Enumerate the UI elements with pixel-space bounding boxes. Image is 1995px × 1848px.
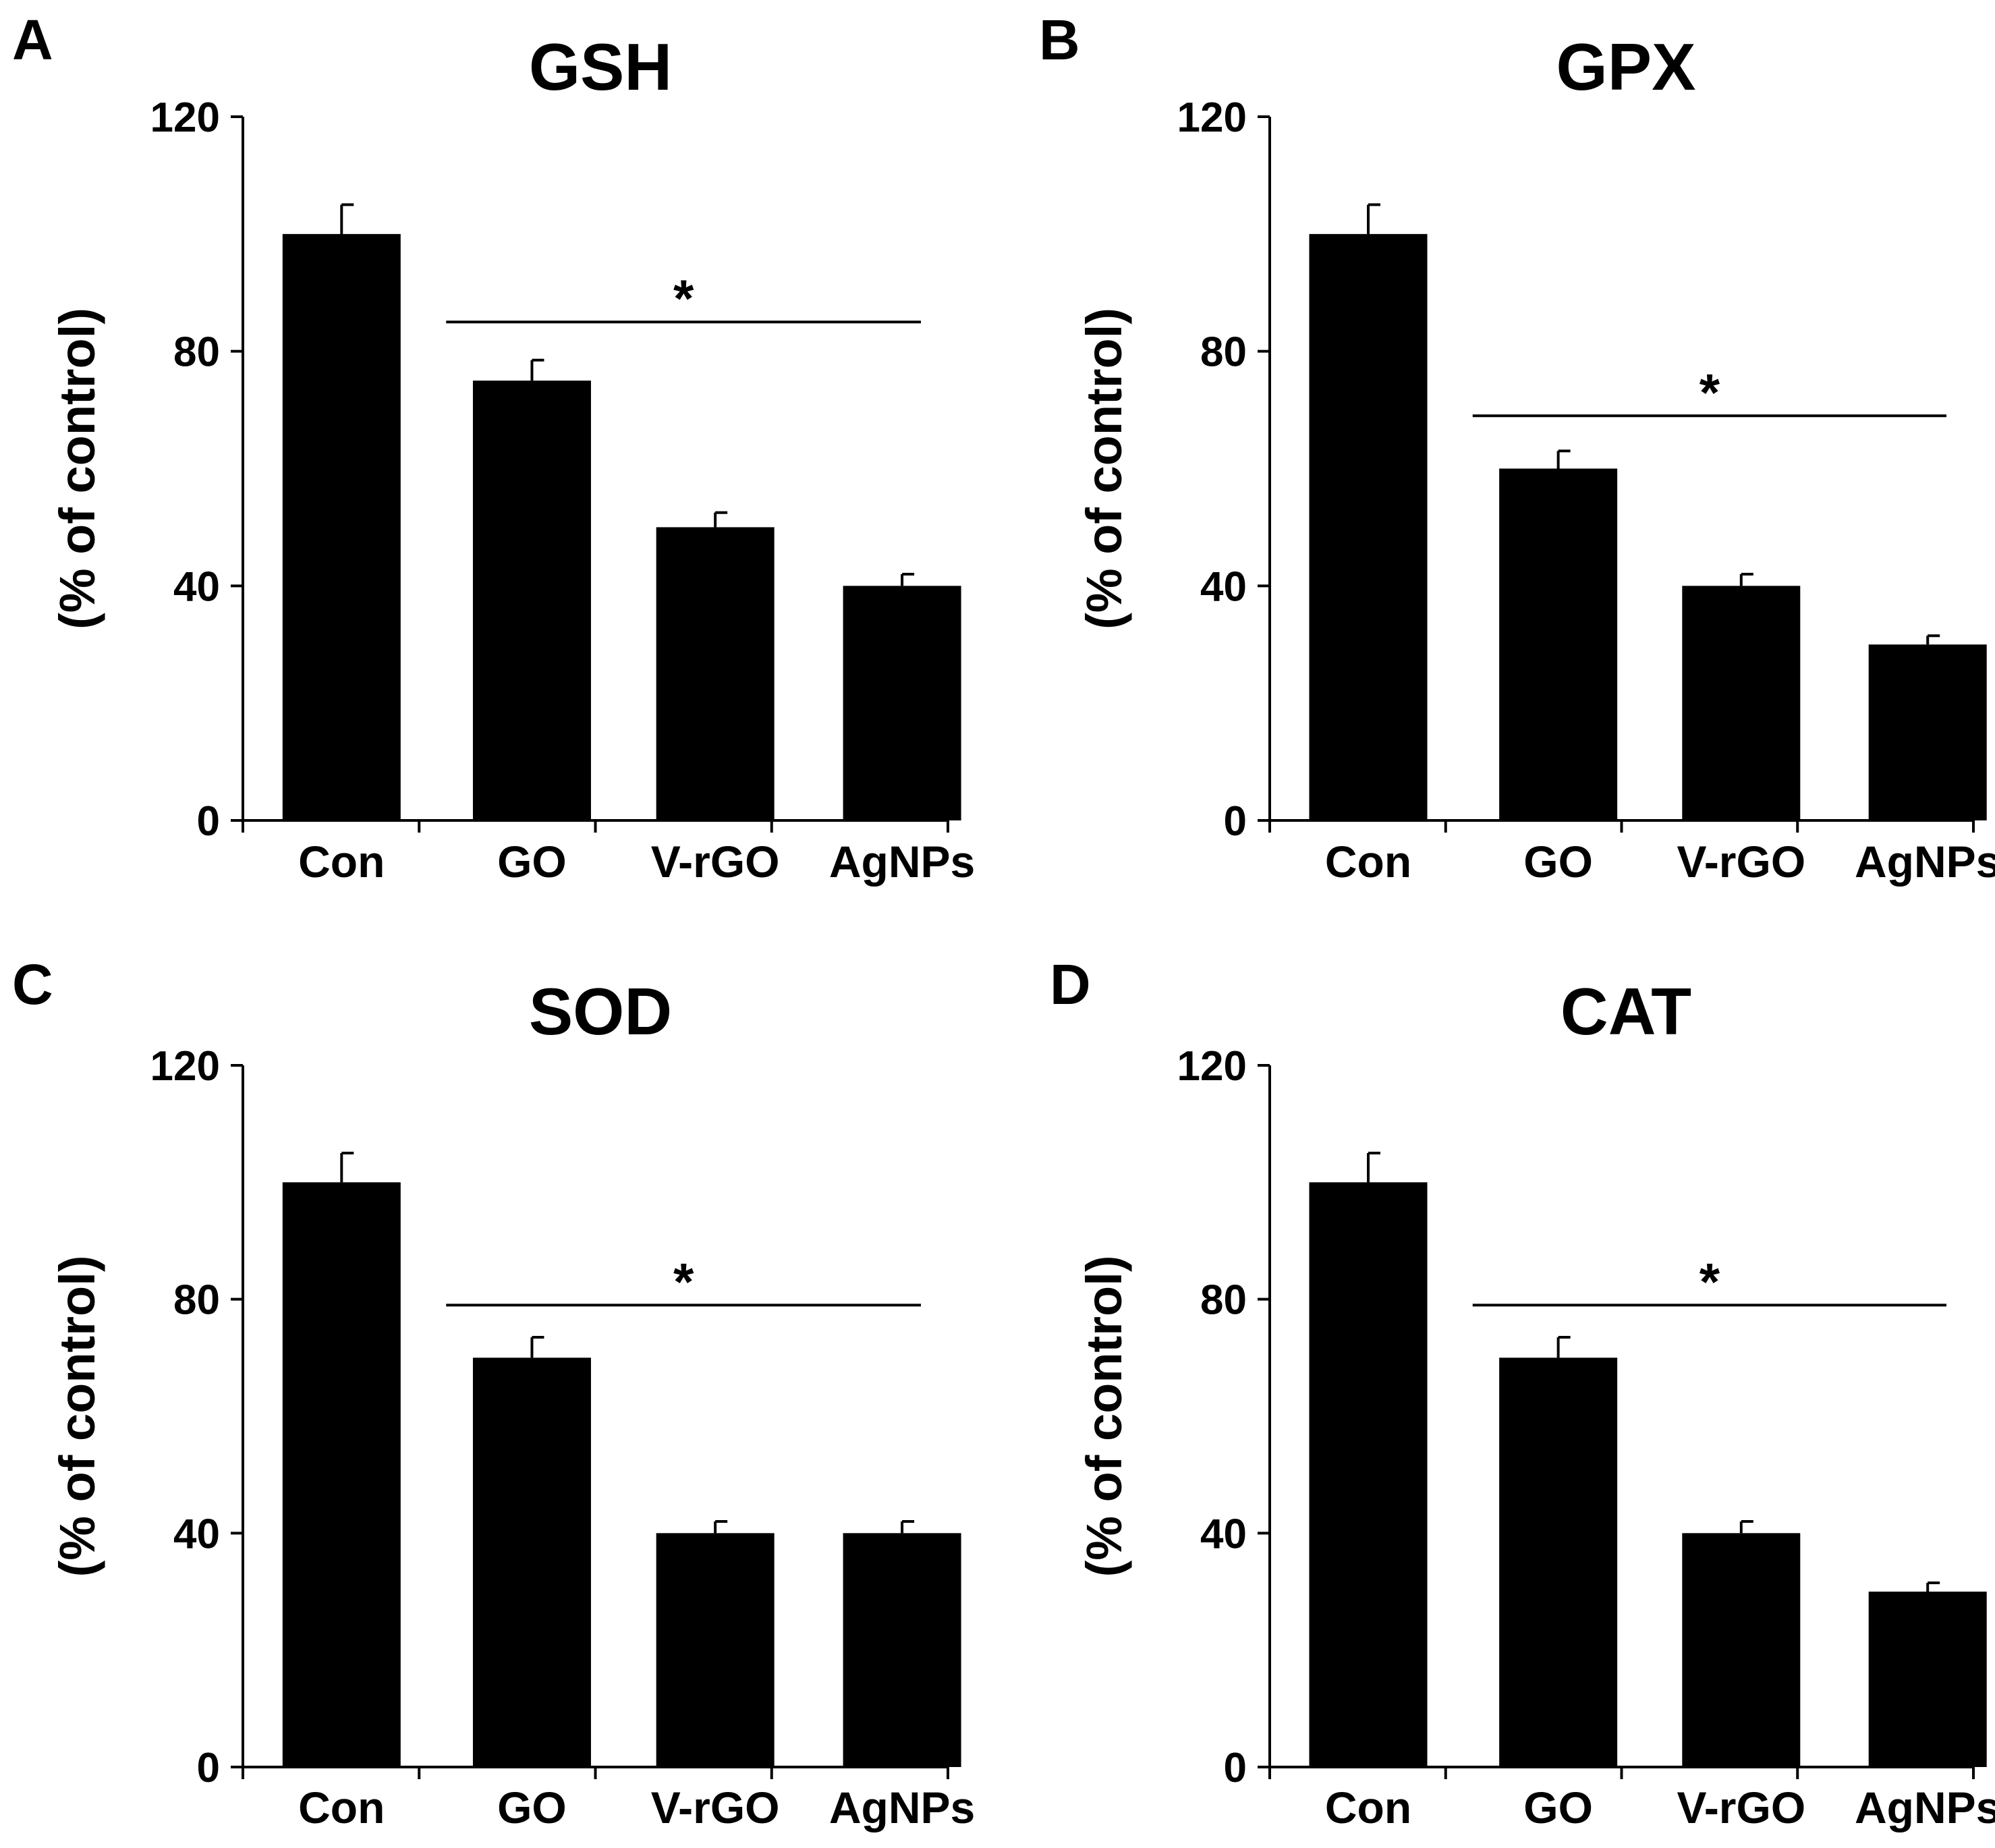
chart-title-d: CAT <box>1561 974 1691 1048</box>
chart-title-c: SOD <box>529 974 672 1048</box>
y-tick-label-d: 40 <box>1200 1511 1247 1557</box>
y-tick-label-a: 40 <box>173 563 220 610</box>
y-axis-label-c: (% of control) <box>49 1256 105 1577</box>
chart-title-b: GPX <box>1556 30 1696 104</box>
y-tick-label-a: 0 <box>197 798 220 845</box>
y-tick-label-b: 80 <box>1200 329 1247 376</box>
y-tick-label-b: 40 <box>1200 563 1247 610</box>
bar-b-go <box>1499 468 1618 820</box>
category-label-b: V-rGO <box>1677 837 1805 887</box>
y-tick-label-d: 0 <box>1224 1745 1247 1791</box>
bar-d-go <box>1499 1357 1618 1767</box>
category-label-d: V-rGO <box>1677 1783 1805 1832</box>
y-tick-label-a: 80 <box>173 329 220 376</box>
category-label-c: GO <box>497 1783 567 1832</box>
category-label-b: Con <box>1325 837 1411 887</box>
chart-title-a: GSH <box>529 30 672 104</box>
category-label-a: AgNPs <box>829 837 975 887</box>
bar-d-con <box>1309 1182 1428 1767</box>
panel-letter-b: B <box>1039 8 1080 72</box>
y-tick-label-c: 120 <box>150 1043 220 1090</box>
bar-a-go <box>472 381 591 820</box>
significance-marker-a: * <box>673 269 694 328</box>
bar-c-agnps <box>843 1533 961 1767</box>
category-label-d: Con <box>1325 1783 1411 1832</box>
category-label-a: V-rGO <box>651 837 780 887</box>
bar-c-con <box>282 1182 401 1767</box>
y-tick-label-c: 0 <box>197 1745 220 1791</box>
bar-a-con <box>282 233 401 820</box>
y-tick-label-d: 80 <box>1200 1277 1247 1324</box>
significance-marker-c: * <box>673 1252 694 1311</box>
bar-b-agnps <box>1868 644 1987 820</box>
category-label-a: GO <box>497 837 567 887</box>
bar-c-go <box>472 1357 591 1767</box>
y-tick-label-b: 120 <box>1177 94 1247 141</box>
y-tick-label-b: 0 <box>1224 798 1247 845</box>
y-tick-label-d: 120 <box>1177 1043 1247 1090</box>
bar-a-v-rgo <box>656 527 775 820</box>
significance-marker-b: * <box>1699 362 1720 422</box>
panel-letter-a: A <box>12 8 53 72</box>
y-tick-label-c: 80 <box>173 1277 220 1324</box>
y-tick-label-a: 120 <box>150 94 220 141</box>
category-label-b: GO <box>1523 837 1593 887</box>
category-label-b: AgNPs <box>1855 837 1995 887</box>
y-axis-label-b: (% of control) <box>1076 308 1132 629</box>
bar-d-agnps <box>1868 1592 1987 1767</box>
category-label-c: Con <box>298 1783 385 1832</box>
bar-a-agnps <box>843 586 961 820</box>
bar-b-v-rgo <box>1682 586 1801 820</box>
bar-d-v-rgo <box>1682 1533 1801 1767</box>
panel-letter-c: C <box>12 953 53 1016</box>
bar-b-con <box>1309 233 1428 820</box>
category-label-c: AgNPs <box>829 1783 975 1832</box>
category-label-d: AgNPs <box>1855 1783 1995 1832</box>
y-axis-label-a: (% of control) <box>49 308 105 629</box>
significance-marker-d: * <box>1699 1252 1720 1311</box>
y-tick-label-c: 40 <box>173 1511 220 1557</box>
bar-c-v-rgo <box>656 1533 775 1767</box>
category-label-c: V-rGO <box>651 1783 780 1832</box>
y-axis-label-d: (% of control) <box>1076 1256 1132 1577</box>
panel-letter-d: D <box>1050 953 1091 1016</box>
category-label-a: Con <box>298 837 385 887</box>
category-label-d: GO <box>1523 1783 1593 1832</box>
